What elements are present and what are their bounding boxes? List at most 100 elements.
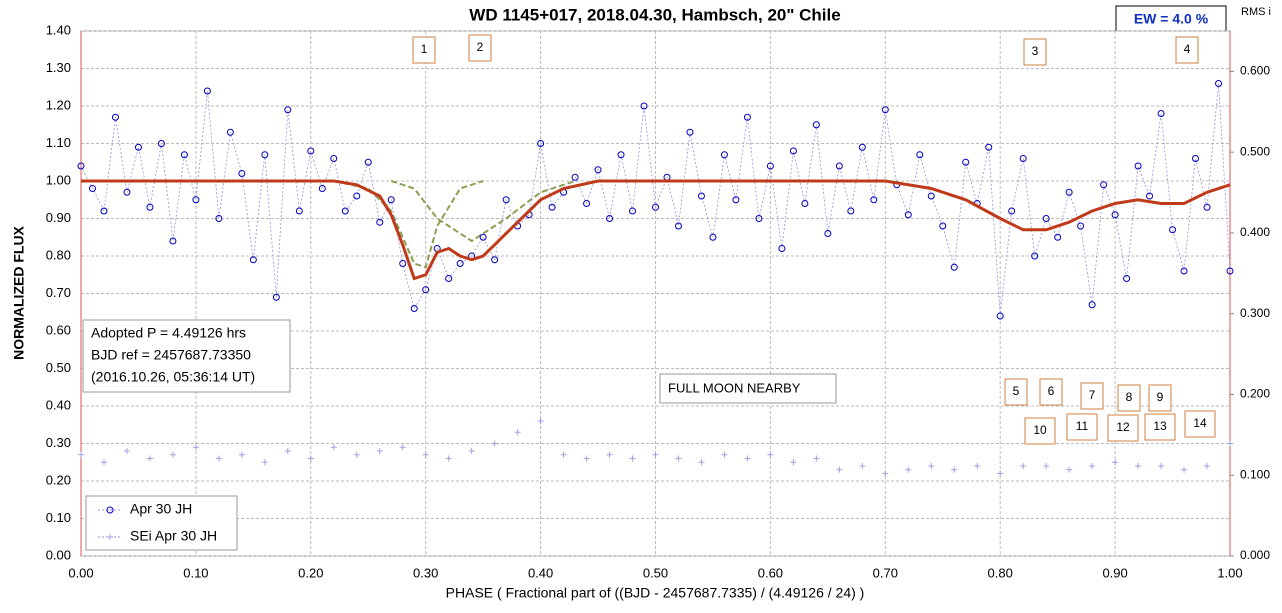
data-point (146, 455, 153, 462)
data-point (192, 444, 199, 451)
data-point (1215, 80, 1223, 87)
data-point (111, 113, 119, 121)
data-point (399, 444, 406, 451)
data-point (812, 121, 820, 129)
data-point (410, 305, 418, 312)
data-point (950, 263, 958, 271)
annotation-label: 13 (1153, 419, 1167, 433)
data-connector (80, 83, 1231, 317)
y-tick-label: 0.10 (46, 510, 71, 525)
data-point (962, 158, 970, 166)
data-point (169, 451, 176, 458)
data-point (755, 215, 763, 222)
data-point (571, 173, 579, 181)
annotation-box (1024, 417, 1056, 445)
data-point (629, 207, 637, 215)
data-point (835, 162, 843, 170)
data-point (78, 451, 84, 458)
data-point (939, 222, 947, 230)
annotation-box (1148, 384, 1172, 412)
data-point (1204, 463, 1211, 469)
data-point (295, 207, 303, 215)
x-tick-label: 1.00 (1217, 565, 1242, 580)
annotation-box (1184, 410, 1216, 438)
y2-tick-label: 0.100 (1240, 467, 1270, 481)
data-point (916, 151, 924, 159)
data-point (169, 237, 177, 245)
data-point (341, 207, 349, 215)
data-point (744, 455, 751, 462)
annotation-label: 4 (1184, 42, 1191, 56)
x-axis-label: PHASE ( Fractional part of ((BJD - 24576… (446, 585, 865, 601)
annotation-box (1004, 378, 1028, 406)
data-point (709, 233, 717, 241)
data-point (1180, 267, 1188, 275)
data-point (732, 196, 740, 204)
data-point (134, 143, 142, 151)
data-point (560, 451, 567, 458)
data-point (858, 143, 866, 151)
data-point (927, 192, 935, 200)
data-point (1031, 252, 1039, 260)
data-point (548, 203, 556, 211)
data-point (629, 455, 636, 462)
data-point (1158, 463, 1165, 469)
data-point (606, 215, 614, 222)
data-point (1169, 226, 1177, 234)
annotation-label: 10 (1033, 423, 1047, 437)
y-axis-label: NORMALIZED FLUX (11, 225, 27, 359)
annotation-label: 14 (1193, 416, 1207, 430)
data-point (1077, 222, 1085, 230)
data-point (330, 444, 337, 451)
annotation-label: 5 (1013, 384, 1020, 398)
annotation-label: 1 (421, 42, 428, 56)
data-point (376, 448, 383, 454)
data-point (997, 470, 1004, 477)
data-point (652, 203, 659, 211)
data-point (468, 448, 475, 454)
component-curve (390, 180, 576, 243)
data-point (1134, 162, 1142, 170)
chart-title: WD 1145+017, 2018.04.30, Hambsch, 20" Ch… (469, 5, 840, 24)
data-point (238, 170, 246, 177)
data-point (583, 200, 591, 207)
x-tick-label: 0.70 (873, 565, 898, 580)
annotation-box (1117, 384, 1141, 412)
data-point (514, 429, 521, 436)
data-point (836, 466, 843, 473)
data-point (192, 196, 200, 204)
data-point (789, 147, 797, 155)
annotation-box (1023, 38, 1047, 66)
data-point (859, 463, 866, 469)
x-tick-label: 0.60 (758, 565, 783, 580)
annotation-box (468, 34, 492, 62)
y-tick-label: 0.30 (46, 435, 71, 450)
y2-tick-label: 0.000 (1240, 548, 1270, 562)
y2-axis-label: RMS i (1241, 6, 1271, 18)
data-point (778, 245, 786, 252)
data-point (606, 451, 613, 458)
data-point (491, 440, 498, 447)
data-point (743, 113, 751, 121)
data-point (870, 196, 878, 204)
data-point (1111, 211, 1119, 219)
data-point (801, 200, 809, 207)
data-point (456, 260, 464, 267)
data-point (1089, 463, 1096, 469)
data-point (180, 151, 188, 159)
data-point (399, 260, 407, 267)
data-point (146, 203, 154, 211)
data-point (1066, 466, 1073, 473)
data-point (422, 451, 429, 458)
data-point (77, 162, 85, 170)
data-point (215, 455, 222, 462)
data-point (1019, 155, 1027, 162)
annotation-label: 8 (1126, 390, 1133, 404)
annotation-box (1080, 382, 1104, 410)
annotation-label: 11 (1076, 419, 1089, 433)
data-point (502, 196, 510, 204)
data-point (1123, 275, 1131, 282)
data-point (847, 207, 855, 215)
note-text: FULL MOON NEARBY (668, 380, 801, 395)
